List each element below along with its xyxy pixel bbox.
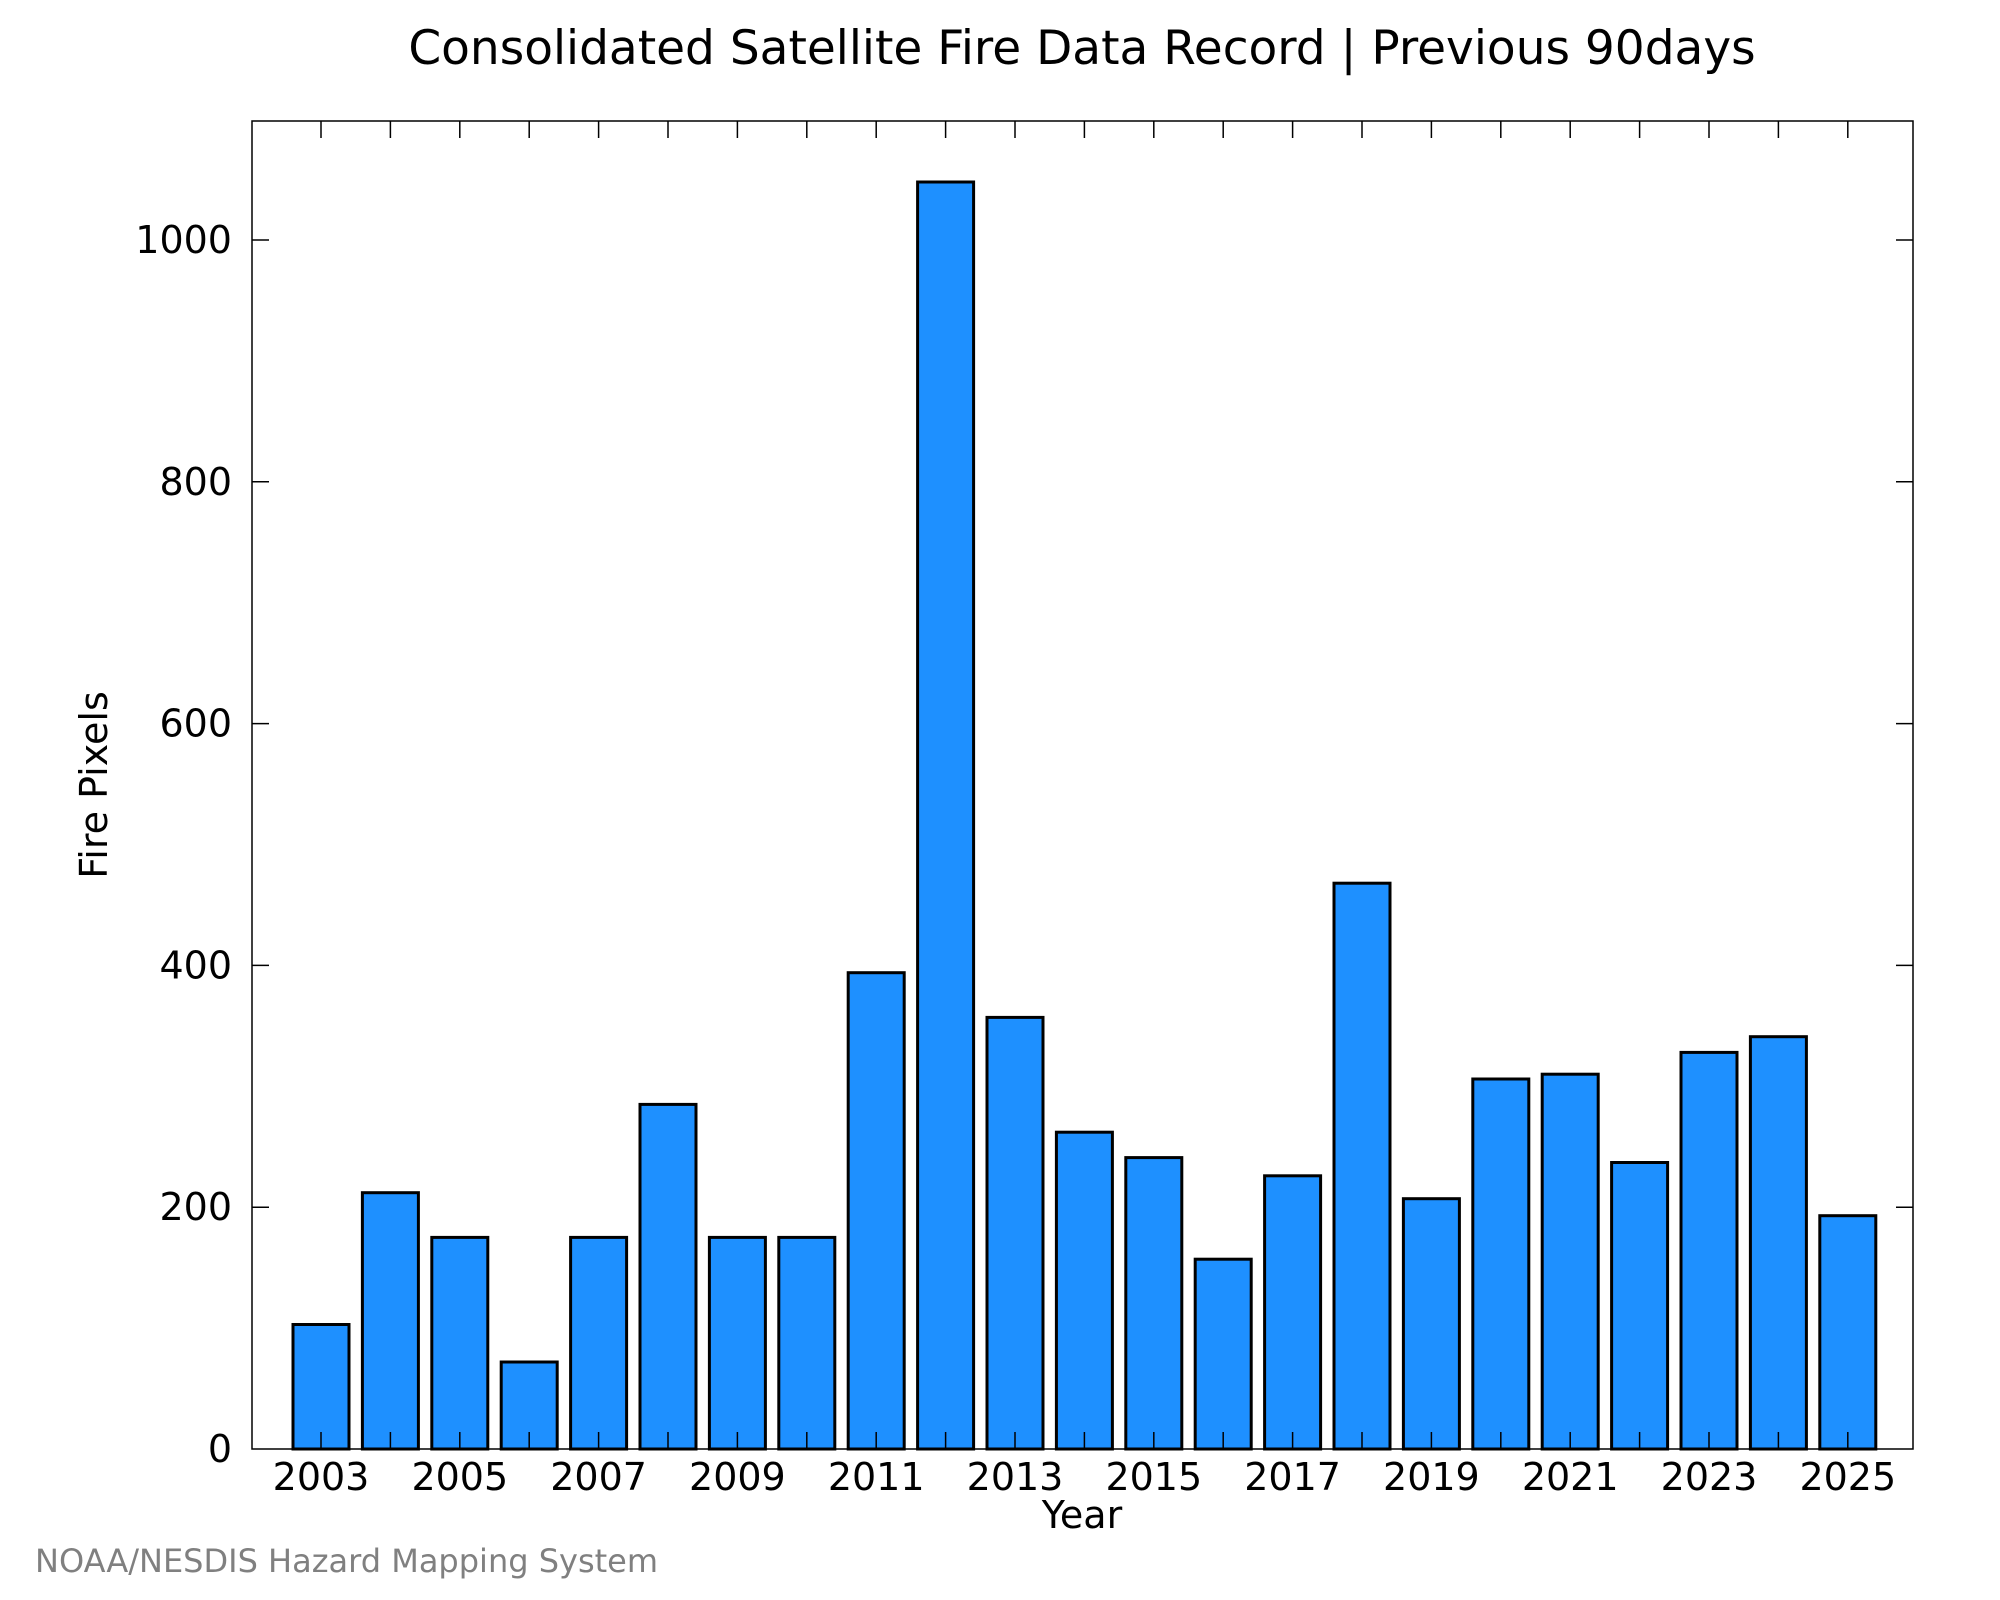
bar-2003	[291, 1323, 351, 1451]
x-tick-label: 2017	[1244, 1455, 1341, 1499]
bar-2007	[569, 1235, 629, 1451]
x-axis-label: Year	[1041, 1493, 1123, 1537]
bar-2014	[1054, 1130, 1114, 1451]
x-tick-label: 2005	[411, 1455, 508, 1499]
x-tick-label: 2025	[1799, 1455, 1896, 1499]
bar-2013	[985, 1015, 1045, 1451]
bar-2012	[916, 180, 976, 1451]
bars-layer	[291, 180, 1878, 1451]
chart-title: Consolidated Satellite Fire Data Record …	[408, 21, 1755, 76]
bar-2005	[430, 1235, 490, 1451]
x-tick-label: 2023	[1661, 1455, 1758, 1499]
bar-2023	[1679, 1050, 1739, 1451]
bar-2025	[1818, 1214, 1878, 1451]
x-tick-label: 2003	[273, 1455, 370, 1499]
bar-2021	[1540, 1072, 1600, 1451]
bar-2016	[1193, 1257, 1253, 1451]
x-tick-label: 2019	[1383, 1455, 1480, 1499]
bar-2004	[360, 1191, 420, 1451]
ticks-layer: 0 200 400 600 800 1000 2003 2005 2007 2009 2011 201…	[135, 121, 1913, 1499]
bar-2018	[1332, 881, 1392, 1451]
y-tick-label: 1000	[135, 218, 232, 262]
x-tick-label: 2011	[828, 1455, 925, 1499]
x-tick-label: 2007	[550, 1455, 647, 1499]
plot-frame	[251, 120, 1914, 1450]
bar-2017	[1263, 1174, 1323, 1451]
y-tick-label: 0	[208, 1427, 232, 1471]
y-tick-label: 200	[159, 1185, 232, 1229]
y-tick-label: 800	[159, 460, 232, 504]
x-tick-label: 2009	[689, 1455, 786, 1499]
bar-2008	[638, 1102, 698, 1451]
bar-2020	[1471, 1077, 1531, 1451]
bar-2024	[1748, 1035, 1808, 1451]
bar-2011	[846, 971, 906, 1451]
x-tick-label: 2013	[967, 1455, 1064, 1499]
x-tick-label: 2015	[1105, 1455, 1202, 1499]
y-axis-label: Fire Pixels	[72, 691, 116, 879]
bar-2010	[777, 1235, 837, 1451]
bar-2022	[1610, 1161, 1670, 1451]
x-tick-label: 2021	[1522, 1455, 1619, 1499]
bar-2015	[1124, 1156, 1184, 1451]
y-tick-label: 600	[159, 702, 232, 746]
bar-2019	[1401, 1197, 1461, 1451]
y-tick-label: 400	[159, 943, 232, 987]
bar-2009	[707, 1235, 767, 1451]
credit-text: NOAA/NESDIS Hazard Mapping System	[35, 1542, 658, 1580]
